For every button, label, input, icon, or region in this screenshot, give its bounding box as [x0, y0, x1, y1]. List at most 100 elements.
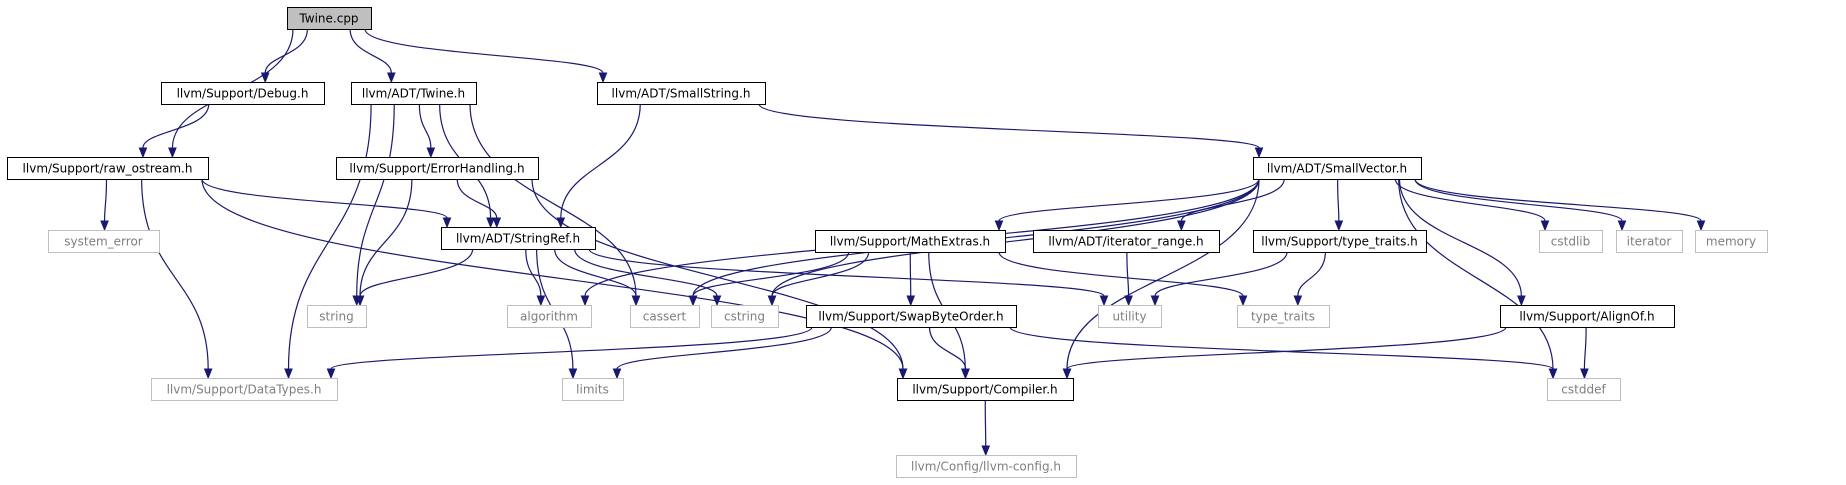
node-llvm-config: llvm/Config/llvm-config.h [896, 455, 1077, 478]
node-iterator: iterator [1616, 230, 1683, 253]
node-label: utility [1112, 310, 1146, 324]
node-label: iterator [1627, 235, 1672, 249]
edge-adt_twine-to-error_handling [418, 103, 436, 159]
node-raw-ostream[interactable]: llvm/Support/raw_ostream.h [7, 157, 209, 180]
node-small-string[interactable]: llvm/ADT/SmallString.h [597, 82, 766, 105]
edge-type_traits_h-to-type_traits [1293, 251, 1326, 307]
edge-twine_cpp-to-debug_h [260, 28, 308, 84]
node-label: algorithm [520, 310, 578, 324]
edge-string_ref-to-utility [588, 248, 1109, 307]
edge-swap_byte_order-to-limits [612, 326, 832, 380]
node-label: cstring [724, 310, 765, 324]
edge-align_of-to-cstddef [1580, 326, 1589, 380]
node-label: llvm/Support/DataTypes.h [167, 383, 322, 397]
edge-small_vector-to-iterator_range [1177, 178, 1285, 232]
node-label: llvm/Support/AlignOf.h [1519, 310, 1654, 324]
edge-small_vector-to-cstdlib [1394, 178, 1550, 232]
node-label: type_traits [1251, 310, 1315, 324]
node-label: string [319, 310, 353, 324]
edge-align_of-to-compiler_h [1062, 326, 1507, 380]
node-algorithm: algorithm [507, 305, 592, 328]
node-label: llvm/ADT/StringRef.h [456, 232, 580, 246]
node-label: llvm/Support/raw_ostream.h [23, 162, 193, 176]
node-type-traits: type_traits [1237, 305, 1330, 328]
edge-raw_ostream-to-system_error [100, 178, 109, 232]
edge-small_vector-to-cstddef [1398, 178, 1558, 380]
node-label: Twine.cpp [298, 12, 358, 26]
node-label: cassert [643, 310, 687, 324]
node-utility: utility [1098, 305, 1162, 328]
edge-raw_ostream-to-string_ref [201, 178, 452, 229]
edge-string_ref-to-cstring [574, 248, 722, 307]
edge-iterator_range-to-utility [1124, 251, 1133, 307]
node-label: memory [1706, 235, 1756, 249]
node-data-types: llvm/Support/DataTypes.h [151, 378, 338, 401]
node-iterator-range[interactable]: llvm/ADT/iterator_range.h [1033, 230, 1220, 253]
node-limits: limits [562, 378, 624, 401]
node-swap-byte-order[interactable]: llvm/Support/SwapByteOrder.h [806, 305, 1017, 328]
node-label: llvm/Support/ErrorHandling.h [349, 162, 524, 176]
edge-small_string-to-small_vector [758, 103, 1264, 159]
node-system-error: system_error [48, 230, 160, 253]
edge-small_vector-to-align_of [1398, 178, 1526, 307]
node-memory: memory [1695, 230, 1768, 253]
node-adt-twine[interactable]: llvm/ADT/Twine.h [351, 82, 477, 105]
edge-math_extras-to-cstring [767, 251, 870, 307]
node-type-traits-h[interactable]: llvm/Support/type_traits.h [1253, 230, 1427, 253]
edge-swap_byte_order-to-data_types [326, 326, 813, 380]
edge-type_traits_h-to-utility [1150, 251, 1288, 307]
node-label: llvm/Support/type_traits.h [1261, 235, 1418, 249]
node-label: llvm/ADT/iterator_range.h [1048, 235, 1203, 249]
node-cassert: cassert [630, 305, 700, 328]
node-label: llvm/Support/MathExtras.h [830, 235, 990, 249]
node-cstdlib: cstdlib [1539, 230, 1603, 253]
edge-swap_byte_order-to-cstddef [1009, 326, 1558, 380]
edge-math_extras-to-swap_byte_order [906, 251, 916, 307]
node-debug-h[interactable]: llvm/Support/Debug.h [161, 82, 325, 105]
node-label: llvm/Config/llvm-config.h [911, 460, 1061, 474]
edge-compiler_h-to-llvm_config [981, 399, 991, 457]
node-string-ref[interactable]: llvm/ADT/StringRef.h [441, 227, 596, 250]
node-math-extras[interactable]: llvm/Support/MathExtras.h [815, 230, 1006, 253]
edge-error_handling-to-string [355, 178, 413, 307]
edge-math_extras-to-type_traits [998, 251, 1248, 307]
edge-twine_cpp-to-small_string [364, 28, 608, 84]
edge-string_ref-to-algorithm [525, 248, 546, 307]
edge-twine_cpp-to-adt_twine [349, 28, 396, 84]
edge-raw_ostream-to-data_types [141, 178, 213, 380]
node-label: limits [576, 383, 609, 397]
edge-small_vector-to-type_traits_h [1334, 178, 1344, 232]
edge-error_handling-to-compiler_h [531, 178, 908, 380]
node-label: llvm/ADT/Twine.h [362, 87, 465, 101]
edge-string_ref-to-cassert [554, 248, 641, 307]
edge-adt_twine-to-cassert [469, 103, 641, 307]
node-label: cstddef [1561, 383, 1606, 397]
edge-adt_twine-to-data_types [284, 103, 372, 380]
nodes-layer: Twine.cpp llvm/Support/raw_ostream.h llvm/… [7, 7, 1768, 478]
edge-error_handling-to-string_ref [456, 178, 502, 229]
node-label: llvm/ADT/SmallVector.h [1267, 162, 1407, 176]
node-label: cstdlib [1551, 235, 1590, 249]
node-label: llvm/Support/SwapByteOrder.h [818, 310, 1003, 324]
edge-string_ref-to-string [355, 248, 474, 307]
node-align-of[interactable]: llvm/Support/AlignOf.h [1500, 305, 1675, 328]
edge-small_vector-to-iterator [1414, 178, 1627, 232]
edge-math_extras-to-cassert [688, 251, 850, 307]
node-label: llvm/ADT/SmallString.h [612, 87, 751, 101]
node-small-vector[interactable]: llvm/ADT/SmallVector.h [1253, 157, 1422, 180]
node-compiler-h[interactable]: llvm/Support/Compiler.h [897, 378, 1074, 401]
edge-small_vector-to-memory [1414, 178, 1706, 232]
node-label: system_error [64, 235, 143, 249]
edge-debug_h-to-raw_ostream [138, 103, 210, 159]
node-string: string [307, 305, 367, 328]
node-twine-cpp[interactable]: Twine.cpp [287, 7, 372, 30]
edges-layer [100, 28, 1706, 457]
edge-small_string-to-string_ref [556, 103, 641, 229]
edge-swap_byte_order-to-compiler_h [928, 326, 970, 380]
edge-small_vector-to-math_extras [994, 178, 1260, 232]
node-cstring: cstring [711, 305, 779, 328]
node-cstddef: cstddef [1547, 378, 1621, 401]
node-error-handling[interactable]: llvm/Support/ErrorHandling.h [336, 157, 539, 180]
edge-small_vector-to-compiler_h [1062, 178, 1260, 380]
